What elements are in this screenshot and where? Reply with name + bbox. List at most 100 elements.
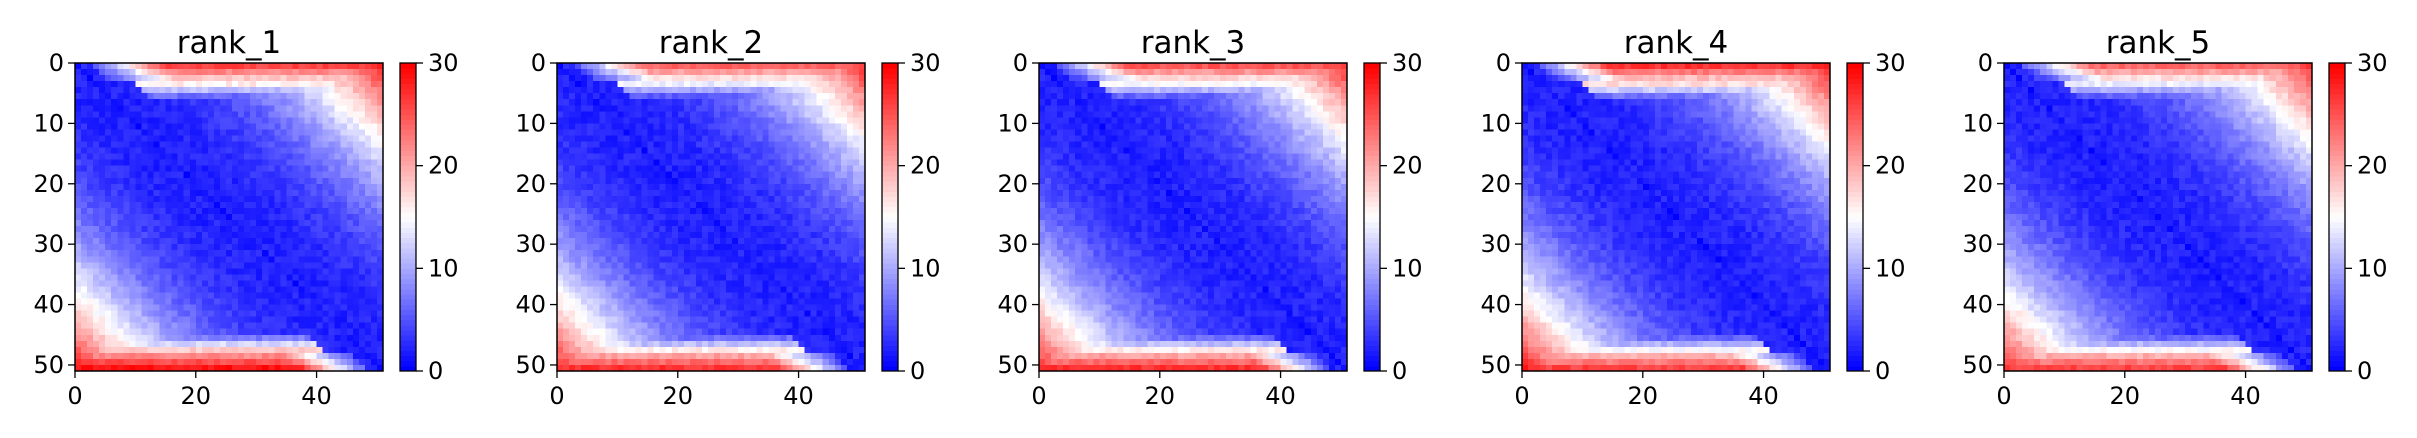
heatmap-cell: [798, 286, 806, 293]
heatmap-cell: [774, 147, 781, 154]
heatmap-cell: [671, 141, 679, 148]
heatmap-cell: [605, 195, 612, 203]
heatmap-cell: [81, 159, 88, 167]
heatmap-cell: [370, 99, 378, 106]
heatmap-cell: [165, 352, 173, 360]
heatmap-cell: [671, 292, 679, 299]
heatmap-cell: [328, 226, 336, 233]
heatmap-cell: [292, 274, 299, 281]
heatmap-cell: [153, 280, 160, 287]
heatmap-cell: [328, 286, 336, 293]
heatmap-cell: [593, 304, 600, 312]
heatmap-cell: [238, 316, 245, 324]
heatmap-cell: [183, 207, 191, 215]
heatmap-cell: [358, 63, 366, 70]
heatmap-cell: [280, 352, 287, 360]
heatmap-cell: [720, 135, 727, 142]
heatmap-cell: [256, 286, 263, 293]
heatmap-cell: [328, 220, 336, 227]
heatmap-cell: [744, 189, 751, 197]
heatmap-cell: [159, 262, 166, 269]
heatmap-cell: [250, 232, 257, 239]
heatmap-cell: [376, 189, 384, 197]
heatmap-cell: [177, 69, 185, 76]
heatmap-cell: [671, 129, 679, 136]
heatmap-cell: [177, 81, 185, 88]
heatmap-cell: [244, 75, 251, 82]
heatmap-cell: [786, 207, 793, 215]
heatmap-cell: [87, 105, 94, 112]
heatmap-cell: [834, 123, 842, 130]
heatmap-cell: [111, 328, 118, 336]
heatmap-cell: [816, 220, 824, 227]
heatmap-cell: [810, 238, 818, 245]
heatmap-cell: [153, 304, 160, 312]
heatmap-cell: [828, 304, 836, 312]
heatmap-cell: [195, 105, 203, 112]
heatmap-cell: [328, 75, 336, 82]
heatmap-cell: [238, 153, 245, 161]
heatmap-cell: [334, 111, 342, 118]
heatmap-cell: [141, 135, 148, 142]
heatmap-cell: [599, 262, 606, 269]
heatmap-cell: [256, 262, 263, 269]
heatmap-cell: [195, 268, 203, 275]
heatmap-cell: [756, 93, 763, 100]
heatmap-cell: [147, 346, 154, 354]
heatmap-cell: [123, 304, 130, 312]
heatmap-cell: [213, 220, 221, 227]
heatmap-cell: [135, 364, 142, 372]
heatmap-cell: [665, 256, 673, 263]
heatmap-cell: [105, 280, 112, 287]
heatmap-cell: [105, 63, 112, 70]
heatmap-cell: [135, 250, 142, 257]
heatmap-cell: [665, 75, 673, 82]
heatmap-cell: [105, 340, 112, 348]
heatmap-cell: [780, 298, 787, 305]
heatmap-cell: [322, 141, 330, 148]
heatmap-cell: [840, 304, 848, 312]
heatmap-cell: [316, 105, 324, 112]
heatmap-cell: [557, 286, 564, 293]
heatmap-cell: [213, 153, 221, 161]
heatmap-cell: [810, 189, 818, 197]
heatmap-cell: [641, 87, 648, 94]
heatmap-cell: [671, 147, 679, 154]
heatmap-cell: [732, 226, 739, 233]
heatmap-cell: [274, 81, 281, 88]
heatmap-cell: [780, 213, 787, 221]
heatmap-cells: [557, 63, 866, 372]
heatmap-cell: [147, 105, 154, 112]
heatmap-cell: [316, 340, 324, 348]
heatmap-cell: [292, 262, 299, 269]
heatmap-cell: [310, 364, 317, 372]
heatmap-cell: [587, 189, 594, 197]
heatmap-cell: [183, 274, 191, 281]
heatmap-cell: [768, 165, 775, 173]
heatmap-cell: [292, 87, 299, 94]
heatmap-cell: [665, 201, 673, 209]
heatmap-cell: [701, 99, 709, 106]
heatmap-cell: [123, 189, 130, 197]
heatmap-cell: [659, 135, 667, 142]
heatmap-cell: [334, 346, 342, 354]
heatmap-cell: [105, 69, 112, 76]
heatmap-cell: [286, 322, 293, 330]
heatmap-cell: [364, 87, 372, 94]
heatmap-cell: [280, 244, 287, 251]
heatmap-cell: [111, 135, 118, 142]
heatmap-cell: [623, 328, 630, 336]
heatmap-cell: [756, 183, 763, 191]
heatmap-cell: [238, 207, 245, 215]
heatmap-cell: [238, 322, 245, 330]
heatmap-cell: [852, 171, 860, 179]
heatmap-cell: [159, 165, 166, 173]
heatmap-cell: [250, 69, 257, 76]
heatmap-cell: [804, 310, 812, 318]
heatmap-cell: [707, 232, 715, 239]
heatmap-cell: [159, 280, 166, 287]
heatmap-cell: [364, 220, 372, 227]
heatmap-cell: [762, 262, 769, 269]
heatmap-cell: [268, 69, 275, 76]
heatmap-cell: [575, 165, 582, 173]
